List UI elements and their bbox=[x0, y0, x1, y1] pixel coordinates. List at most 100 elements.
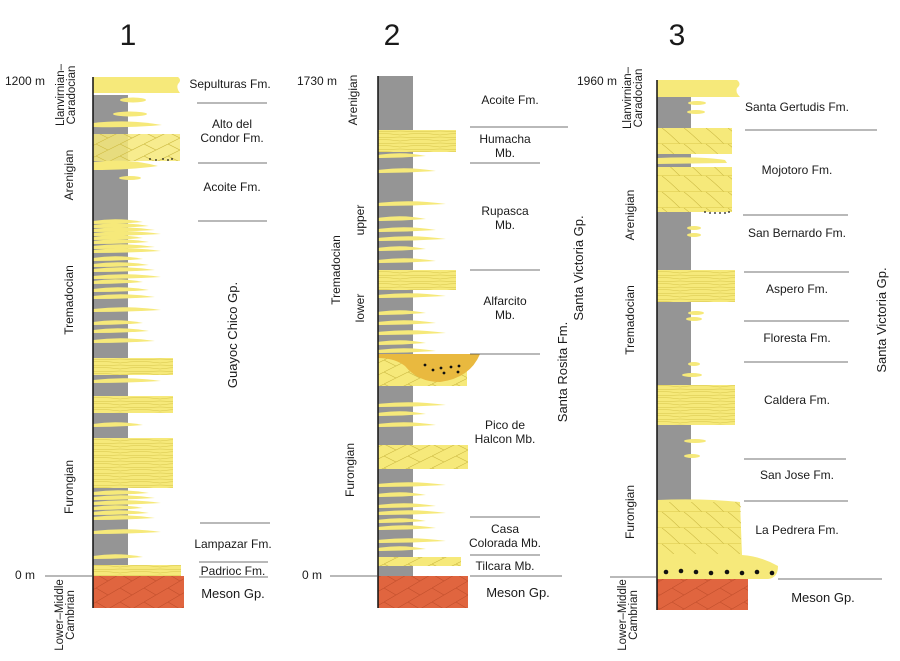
sandstone-lens bbox=[378, 168, 436, 173]
sandstone-lens bbox=[378, 340, 426, 345]
sandstone-lens bbox=[378, 546, 426, 551]
sandstone-lens bbox=[93, 510, 149, 515]
sandstone-lens bbox=[378, 320, 436, 325]
unit-label: Rupasca Mb. bbox=[481, 204, 529, 232]
unit-label: Meson Gp. bbox=[791, 590, 855, 605]
pebble-dots bbox=[423, 363, 461, 375]
sandstone-lens bbox=[378, 503, 436, 508]
sandstone-lens bbox=[378, 411, 426, 416]
sandstone-lens bbox=[378, 402, 446, 407]
unit-label: La Pedrera Fm. bbox=[755, 523, 838, 537]
sandstone-lens bbox=[93, 294, 155, 299]
column-number: 1 bbox=[120, 19, 137, 52]
conglomerate-channel bbox=[378, 354, 480, 382]
sandstone-bed bbox=[657, 80, 740, 97]
stage-label: Furongian bbox=[62, 460, 76, 514]
unit-label: Santa Gertudis Fm. bbox=[745, 100, 849, 114]
pebble-dots bbox=[704, 211, 730, 214]
sandstone-lens bbox=[378, 525, 436, 530]
sandstone-lens bbox=[93, 235, 143, 240]
sandstone-lens bbox=[378, 236, 446, 241]
unit-label: Meson Gp. bbox=[201, 586, 265, 601]
stage-label: Arenigian bbox=[346, 75, 360, 126]
unit-label: Caldera Fm. bbox=[764, 393, 830, 407]
unit-label: Floresta Fm. bbox=[763, 331, 830, 345]
sandstone-interbeds bbox=[378, 153, 446, 551]
sandstone-lens bbox=[93, 267, 155, 272]
unit-label: Acoite Fm. bbox=[481, 93, 538, 107]
top-thickness-label: 1730 m bbox=[297, 74, 337, 88]
unit-label: Tilcara Mb. bbox=[476, 559, 535, 573]
top-thickness-label: 1960 m bbox=[577, 74, 617, 88]
unit-label: Padrioc Fm. bbox=[201, 564, 266, 578]
stage-label: Llanvirnian–Caradocian bbox=[622, 66, 645, 129]
unit-label: San Jose Fm. bbox=[760, 468, 834, 482]
stage-label: Lower–MiddleCambrian bbox=[617, 579, 640, 651]
sandstone-lens bbox=[93, 490, 149, 495]
unit-label: Alfarcito Mb. bbox=[483, 294, 527, 322]
sandstone-lens bbox=[378, 201, 446, 206]
stage-label: Llanvirnian–Caradocian bbox=[55, 63, 78, 126]
unit-label: Aspero Fm. bbox=[766, 282, 828, 296]
sandstone-lens bbox=[93, 328, 149, 333]
stage-label: Tremadocian bbox=[329, 235, 343, 305]
unit-label: Lampazar Fm. bbox=[194, 537, 271, 551]
sandstone-lens bbox=[93, 500, 161, 505]
basement-meson bbox=[657, 579, 748, 610]
group-label: Guayoc Chico Gp. bbox=[225, 282, 240, 388]
sandstone-lens bbox=[93, 320, 143, 325]
stage-label: Lower–MiddleCambrian bbox=[54, 579, 77, 651]
sandstone-lens bbox=[93, 256, 143, 261]
stage-label: Tremadocian bbox=[62, 265, 76, 335]
column-1: 1 1200 m bbox=[5, 19, 272, 651]
sandstone-lens bbox=[378, 348, 436, 353]
sandstone-interbeds bbox=[93, 219, 161, 559]
top-thickness-label: 1200 m bbox=[5, 74, 45, 88]
column-3: 3 1960 m Lla bbox=[577, 19, 889, 651]
sandstone-lens bbox=[378, 258, 436, 263]
sandstone-lens bbox=[378, 227, 436, 232]
sandstone-lens bbox=[378, 293, 446, 298]
unit-label: Humacha Mb. bbox=[479, 132, 531, 160]
column-2: 2 1730 m 0 m Arenigian Tremadocian upper… bbox=[297, 19, 586, 608]
base-thickness-label: 0 m bbox=[302, 568, 322, 582]
unit-label: San Bernardo Fm. bbox=[748, 226, 846, 240]
sandstone-lens bbox=[378, 216, 426, 221]
unit-label: Alto del Condor Fm. bbox=[200, 117, 263, 145]
unit-label: Acoite Fm. bbox=[203, 180, 260, 194]
substage-label: lower bbox=[353, 294, 367, 323]
sandstone-lenses bbox=[93, 97, 162, 128]
sandstone-lenses bbox=[682, 226, 706, 458]
stage-label: Arenigian bbox=[623, 190, 637, 241]
sandstone-lens bbox=[378, 510, 446, 515]
sandstone-lens bbox=[93, 244, 155, 249]
sandstone-lens bbox=[378, 246, 426, 251]
sandstone-lens bbox=[378, 538, 446, 543]
basement-meson bbox=[378, 576, 468, 608]
sandstone-lens bbox=[378, 153, 426, 158]
conglomerate-clasts bbox=[663, 568, 775, 576]
unit-label: Mojotoro Fm. bbox=[762, 163, 833, 177]
sandstone-lens bbox=[93, 239, 149, 244]
sandstone-lens bbox=[93, 515, 155, 520]
sandstone-lens bbox=[93, 223, 149, 228]
sandstone-lens bbox=[93, 227, 155, 232]
sandstone-lens bbox=[378, 330, 446, 335]
sandstone-lens bbox=[378, 492, 426, 497]
group-label: Santa Rosita Fm. bbox=[555, 322, 570, 422]
sandstone-lens bbox=[93, 378, 161, 383]
sandstone-lens bbox=[378, 310, 426, 315]
column-number: 2 bbox=[384, 19, 401, 52]
sandstone-lens bbox=[93, 422, 143, 427]
sandstone-lens bbox=[93, 231, 161, 236]
sandstone-lens bbox=[93, 287, 149, 292]
sandstone-lens bbox=[378, 482, 446, 487]
basement-meson bbox=[93, 576, 184, 608]
stage-label: Arenigian bbox=[62, 150, 76, 201]
stage-label: Furongian bbox=[623, 485, 637, 539]
sandstone-lens bbox=[93, 248, 161, 253]
unit-label: Pico de Halcon Mb. bbox=[475, 418, 536, 446]
sandstone-lens bbox=[93, 495, 155, 500]
group-label: Santa Victoria Gp. bbox=[571, 215, 586, 320]
